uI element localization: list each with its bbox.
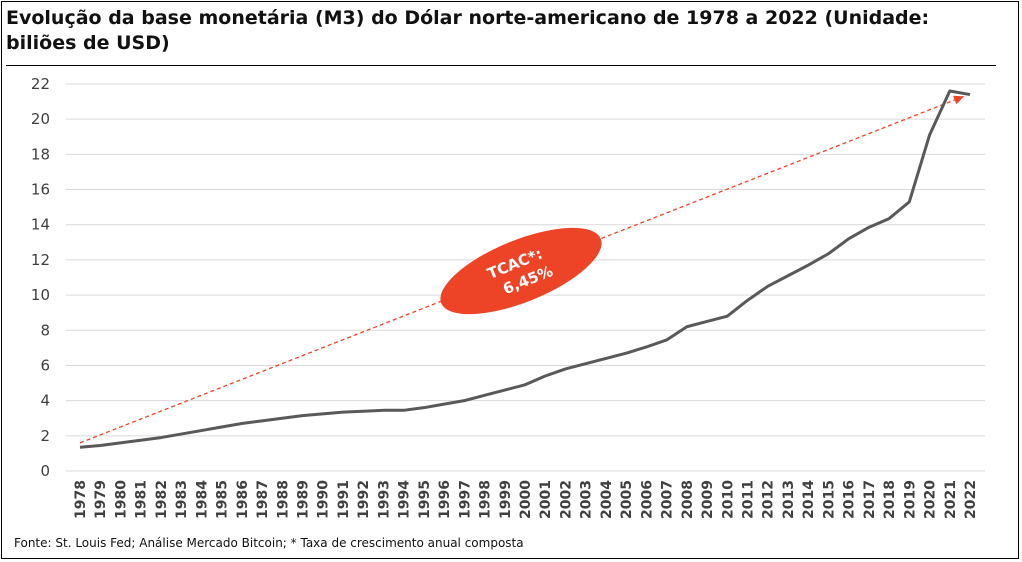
trend-line [79, 95, 965, 444]
y-tick-label: 6 [40, 356, 50, 374]
y-tick-label: 10 [31, 286, 50, 304]
x-tick-label: 1999 [498, 480, 514, 519]
x-tick-label: 2011 [741, 480, 757, 519]
x-tick-label: 2012 [761, 480, 777, 519]
x-tick-label: 2016 [842, 480, 858, 519]
x-tick-label: 2003 [579, 480, 595, 519]
x-tick-label: 1985 [215, 480, 231, 519]
x-tick-label: 1997 [457, 480, 473, 519]
x-tick-label: 2021 [943, 480, 959, 519]
x-tick-label: 1984 [194, 480, 210, 519]
x-tick-label: 1981 [134, 480, 150, 519]
x-tick-label: 1986 [235, 480, 251, 519]
x-tick-label: 2009 [700, 480, 716, 519]
y-tick-label: 2 [40, 427, 50, 445]
x-tick-label: 2013 [781, 480, 797, 519]
x-tick-label: 2004 [599, 480, 615, 519]
x-tick-label: 2005 [619, 480, 635, 519]
x-tick-label: 2020 [923, 480, 939, 519]
x-tick-label: 2010 [720, 480, 736, 519]
chart-title: Evolução da base monetária (M3) do Dólar… [6, 7, 930, 54]
y-tick-label: 12 [31, 251, 50, 269]
y-tick-label: 16 [31, 181, 50, 199]
source-note: Fonte: St. Louis Fed; Análise Mercado Bi… [14, 536, 524, 550]
x-tick-label: 1989 [296, 480, 312, 519]
cagr-badge-shape [440, 227, 602, 315]
y-tick-label: 0 [40, 462, 50, 480]
y-tick-label: 22 [31, 75, 50, 93]
x-tick-label: 1982 [154, 480, 170, 519]
y-tick-label: 8 [40, 321, 50, 339]
x-tick-label: 2017 [862, 480, 878, 519]
x-tick-label: 1996 [437, 480, 453, 519]
x-tick-label: 1988 [275, 480, 291, 519]
x-tick-label: 2001 [538, 480, 554, 519]
title-divider [6, 65, 996, 66]
x-tick-label: 1980 [113, 480, 129, 519]
x-tick-label: 2006 [639, 480, 655, 519]
grid-lines [66, 83, 985, 472]
y-axis-ticks: 0 2 4 6 8 10 12 14 16 18 20 22 [31, 75, 50, 480]
x-tick-label: 2000 [518, 480, 534, 519]
x-tick-label: 1987 [255, 480, 271, 519]
y-tick-label: 14 [31, 216, 50, 234]
trend-arrowhead [953, 95, 964, 105]
x-axis-ticks: 1978 1979 1980 1981 1982 1983 1984 1985 1986 1987… [73, 480, 979, 519]
x-tick-label: 1992 [356, 480, 372, 519]
x-tick-label: 1978 [73, 480, 89, 519]
x-tick-label: 1991 [336, 480, 352, 519]
x-tick-label: 1983 [174, 480, 190, 519]
y-tick-label: 20 [31, 110, 50, 128]
x-tick-label: 2015 [821, 480, 837, 519]
x-tick-label: 2022 [963, 480, 979, 519]
y-tick-label: 4 [40, 392, 50, 410]
x-tick-label: 1990 [316, 480, 332, 519]
series-line-m3 [79, 89, 971, 449]
x-tick-label: 1993 [376, 480, 392, 519]
x-tick-label: 2008 [680, 480, 696, 519]
x-tick-label: 2007 [660, 480, 676, 519]
x-tick-label: 1995 [417, 480, 433, 519]
x-tick-label: 2002 [558, 480, 574, 519]
y-tick-label: 18 [31, 145, 50, 163]
x-tick-label: 1979 [93, 480, 109, 519]
x-tick-label: 2018 [882, 480, 898, 519]
x-tick-label: 1994 [397, 480, 413, 519]
x-tick-label: 2019 [902, 480, 918, 519]
cagr-badge: TCAC*: 6,45% [440, 227, 602, 315]
x-tick-label: 1998 [478, 480, 494, 519]
x-tick-label: 2014 [801, 480, 817, 519]
